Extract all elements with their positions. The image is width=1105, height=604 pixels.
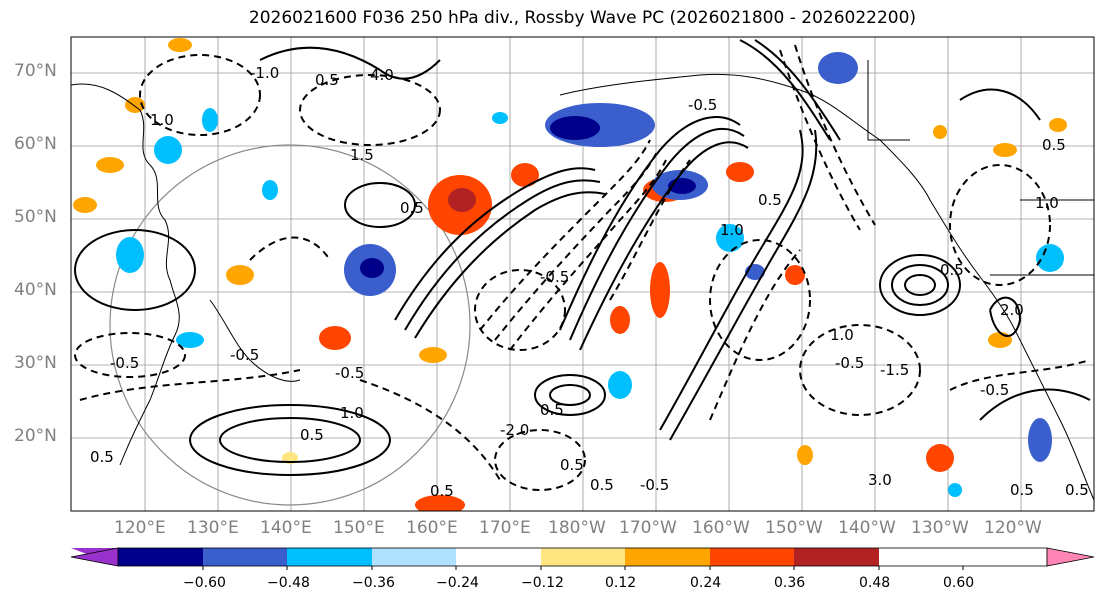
colorbar-swatch [372, 548, 456, 566]
graticule [71, 37, 1094, 511]
colorbar-arrow-low-outline [70, 547, 119, 567]
contour-label: -0.5 [230, 346, 259, 364]
lon-label: 120°E [114, 518, 166, 538]
contour-label: -0.5 [640, 476, 669, 494]
colorbar-swatch [625, 548, 710, 566]
map-frame [70, 36, 1095, 512]
colorbar-tick-label: 0.36 [774, 575, 806, 591]
lon-label: 130°W [911, 518, 969, 538]
colorbar-swatch [203, 548, 287, 566]
lon-label: 120°W [984, 518, 1042, 538]
lat-label: 50°N [14, 207, 57, 227]
contour-label: -0.5 [540, 268, 569, 286]
colorbar-tick-label: 0.12 [605, 575, 637, 591]
colorbar-arrow-high [1046, 547, 1095, 567]
contour-label: 0.5 [940, 261, 964, 279]
colorbar-tick-label: −0.60 [183, 575, 226, 591]
contour-label: 1.5 [350, 146, 374, 164]
contour-label: 2.0 [1000, 301, 1024, 319]
contour-label: -1.5 [880, 361, 909, 379]
lat-label: 30°N [14, 353, 57, 373]
lat-label: 40°N [14, 280, 57, 300]
colorbar-tick-label: −0.48 [267, 575, 310, 591]
map-title: 2026021600 F036 250 hPa div., Rossby Wav… [248, 8, 917, 28]
contour-label: -1.0 [250, 64, 279, 82]
contour-label: -0.5 [835, 354, 864, 372]
contour-label: 0.5 [430, 482, 454, 500]
contour-label: 0.5 [315, 71, 339, 89]
colorbar-tick-label: 0.60 [943, 575, 975, 591]
lon-label: 170°E [479, 518, 531, 538]
contour-label: -2.0 [500, 421, 529, 439]
lon-label: 140°W [838, 518, 896, 538]
contour-label: 0.5 [590, 476, 614, 494]
lon-label: 160°W [692, 518, 750, 538]
contour-label: 0.5 [90, 448, 114, 466]
colorbar-swatch [794, 548, 879, 566]
contour-label: 0.5 [1010, 481, 1034, 499]
contour-label: 1.0 [150, 111, 174, 129]
lon-label: 170°W [619, 518, 677, 538]
colorbar-swatch [541, 548, 625, 566]
colorbar-tick-label: 0.24 [690, 575, 722, 591]
contour-label: 0.5 [400, 199, 424, 217]
lon-label: 160°E [406, 518, 458, 538]
lat-label: 20°N [14, 426, 57, 446]
contour-label: 1.0 [1035, 194, 1059, 212]
contour-label: 0.5 [758, 191, 782, 209]
lon-label: 140°E [260, 518, 312, 538]
contour-label: 1.0 [720, 221, 744, 239]
contour-label: 0.5 [1042, 136, 1066, 154]
contour-label: -0.5 [110, 354, 139, 372]
colorbar-tick-label: −0.12 [521, 575, 564, 591]
contour-label: 1.0 [830, 326, 854, 344]
lon-label: 130°E [187, 518, 239, 538]
lat-label: 70°N [14, 61, 57, 81]
lon-label: 150°W [765, 518, 823, 538]
lon-label: 180°W [548, 518, 606, 538]
contours-negative [74, 44, 1091, 491]
contour-label: 4.0 [370, 66, 394, 84]
contour-label: 0.5 [300, 426, 324, 444]
colorbar-tick-label: 0.48 [859, 575, 891, 591]
coastlines [71, 60, 1094, 501]
contour-label: -0.5 [688, 96, 717, 114]
contour-label: 0.5 [1065, 481, 1089, 499]
contour-labels: 0.5 -0.5 0.5 0.5 -0.5 -0.5 -0.5 0.5 1.0 … [90, 64, 1089, 500]
lon-label: 150°E [333, 518, 385, 538]
colorbar-swatch [456, 548, 541, 566]
colorbar [117, 547, 1048, 570]
colorbar-swatch [287, 548, 372, 566]
contour-label: 1.0 [340, 404, 364, 422]
contour-label: 0.5 [560, 456, 584, 474]
lat-label: 60°N [14, 134, 57, 154]
colorbar-swatch [710, 548, 794, 566]
colorbar-tick-label: −0.24 [436, 575, 479, 591]
contour-label: -0.5 [335, 364, 364, 382]
contour-label: -0.5 [980, 381, 1009, 399]
contour-label: 3.0 [868, 471, 892, 489]
contour-label: 0.5 [540, 401, 564, 419]
rossby-circle [109, 144, 471, 506]
colorbar-tick-label: −0.36 [352, 575, 395, 591]
divergence-shading [73, 38, 1067, 511]
colorbar-swatch [118, 548, 203, 566]
